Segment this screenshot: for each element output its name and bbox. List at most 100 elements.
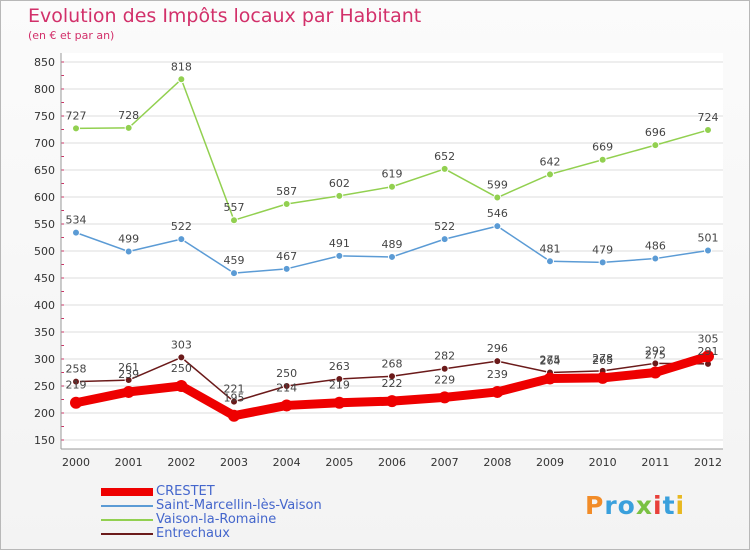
data-label-crestet: 229: [434, 373, 455, 386]
x-tick-label: 2003: [220, 456, 248, 469]
data-label-vaison-la-romaine: 587: [276, 185, 297, 198]
data-label-saint-marcellin-l-s-vaison: 501: [698, 231, 719, 244]
data-label-saint-marcellin-l-s-vaison: 522: [434, 220, 455, 233]
data-label-crestet: 239: [487, 368, 508, 381]
data-point-crestet: [596, 371, 609, 384]
data-label-entrechaux: 268: [382, 357, 403, 370]
data-label-entrechaux: 278: [592, 352, 613, 365]
y-tick-label: 550: [34, 218, 55, 231]
data-label-crestet: 265: [592, 354, 613, 367]
data-point-saint-marcellin-l-s-vaison: [651, 254, 660, 263]
y-tick-label: 200: [34, 407, 55, 420]
data-label-entrechaux: 250: [276, 367, 297, 380]
data-label-entrechaux: 291: [698, 345, 719, 358]
y-tick-label: 500: [34, 245, 55, 258]
data-point-vaison-la-romaine: [388, 182, 396, 191]
x-tick-label: 2004: [273, 456, 301, 469]
data-label-crestet: 305: [698, 332, 719, 345]
data-point-vaison-la-romaine: [493, 193, 502, 202]
logo-letter: i: [675, 491, 686, 520]
data-label-saint-marcellin-l-s-vaison: 491: [329, 237, 350, 250]
proxiti-logo: Proxiti: [585, 491, 685, 520]
data-point-saint-marcellin-l-s-vaison: [440, 235, 449, 244]
data-point-crestet: [228, 409, 240, 422]
data-label-entrechaux: 296: [487, 342, 508, 355]
data-label-saint-marcellin-l-s-vaison: 481: [540, 242, 561, 255]
logo-letter: t: [662, 491, 676, 520]
data-label-crestet: 250: [171, 362, 192, 375]
chart-title: Evolution des Impôts locaux par Habitant: [28, 5, 422, 27]
data-point-crestet: [175, 380, 188, 392]
data-label-vaison-la-romaine: 642: [540, 155, 561, 168]
logo-letter: P: [585, 491, 605, 520]
x-tick-label: 2005: [325, 456, 353, 469]
data-point-crestet: [122, 385, 135, 398]
x-tick-label: 2009: [536, 456, 564, 469]
data-label-vaison-la-romaine: 557: [224, 201, 245, 214]
data-point-crestet: [438, 391, 451, 404]
data-label-vaison-la-romaine: 728: [118, 109, 139, 122]
data-point-saint-marcellin-l-s-vaison: [230, 269, 238, 278]
data-point-saint-marcellin-l-s-vaison: [546, 257, 554, 266]
data-label-saint-marcellin-l-s-vaison: 479: [592, 243, 613, 256]
legend-swatch: [101, 533, 153, 535]
data-label-saint-marcellin-l-s-vaison: 489: [382, 238, 403, 251]
y-tick-label: 150: [34, 434, 55, 447]
data-label-crestet: 214: [276, 381, 297, 394]
data-label-entrechaux: 263: [329, 360, 350, 373]
data-label-saint-marcellin-l-s-vaison: 467: [276, 250, 297, 263]
data-label-saint-marcellin-l-s-vaison: 459: [224, 254, 245, 267]
x-tick-label: 2006: [378, 456, 406, 469]
data-label-entrechaux: 275: [540, 354, 561, 367]
data-point-crestet: [280, 399, 293, 412]
data-point-vaison-la-romaine: [598, 155, 607, 164]
data-point-vaison-la-romaine: [704, 126, 712, 135]
data-label-vaison-la-romaine: 599: [487, 179, 508, 192]
y-tick-label: 850: [34, 56, 55, 69]
y-tick-label: 400: [34, 299, 55, 312]
data-point-vaison-la-romaine: [230, 216, 238, 225]
logo-letter: o: [617, 491, 636, 520]
y-tick-label: 800: [34, 83, 55, 96]
data-point-entrechaux: [388, 372, 396, 381]
data-label-crestet: 239: [118, 368, 139, 381]
y-tick-label: 300: [34, 353, 55, 366]
legend-swatch: [101, 488, 153, 496]
data-point-saint-marcellin-l-s-vaison: [335, 251, 344, 260]
data-point-vaison-la-romaine: [335, 191, 344, 200]
data-point-saint-marcellin-l-s-vaison: [388, 252, 396, 261]
data-label-entrechaux: 261: [118, 361, 139, 374]
data-point-crestet: [649, 366, 662, 379]
data-point-saint-marcellin-l-s-vaison: [177, 235, 186, 244]
data-point-crestet: [702, 350, 714, 363]
data-point-saint-marcellin-l-s-vaison: [493, 222, 502, 231]
y-tick-label: 750: [34, 110, 55, 123]
data-point-entrechaux: [493, 357, 502, 366]
data-label-vaison-la-romaine: 818: [171, 60, 192, 73]
data-label-entrechaux: 282: [434, 350, 455, 363]
data-point-entrechaux: [335, 374, 344, 383]
data-point-saint-marcellin-l-s-vaison: [124, 247, 133, 256]
data-label-saint-marcellin-l-s-vaison: 499: [118, 233, 139, 246]
data-label-saint-marcellin-l-s-vaison: 534: [66, 214, 87, 227]
y-tick-label: 350: [34, 326, 55, 339]
x-tick-label: 2011: [641, 456, 669, 469]
legend-swatch: [101, 519, 153, 521]
x-tick-label: 2012: [694, 456, 722, 469]
data-point-entrechaux: [72, 377, 80, 386]
data-point-saint-marcellin-l-s-vaison: [704, 246, 712, 255]
x-tick-label: 2000: [62, 456, 90, 469]
data-point-entrechaux: [177, 353, 186, 362]
data-label-entrechaux: 303: [171, 338, 192, 351]
data-label-vaison-la-romaine: 724: [698, 111, 719, 124]
x-tick-label: 2001: [115, 456, 143, 469]
y-tick-label: 450: [34, 272, 55, 285]
data-point-entrechaux: [124, 376, 133, 385]
data-point-crestet: [491, 385, 504, 398]
data-label-vaison-la-romaine: 652: [434, 150, 455, 163]
data-point-vaison-la-romaine: [651, 141, 660, 150]
data-point-entrechaux: [440, 364, 449, 373]
logo-letter: x: [635, 491, 653, 520]
data-point-vaison-la-romaine: [282, 200, 291, 209]
data-label-crestet: 195: [224, 392, 245, 405]
